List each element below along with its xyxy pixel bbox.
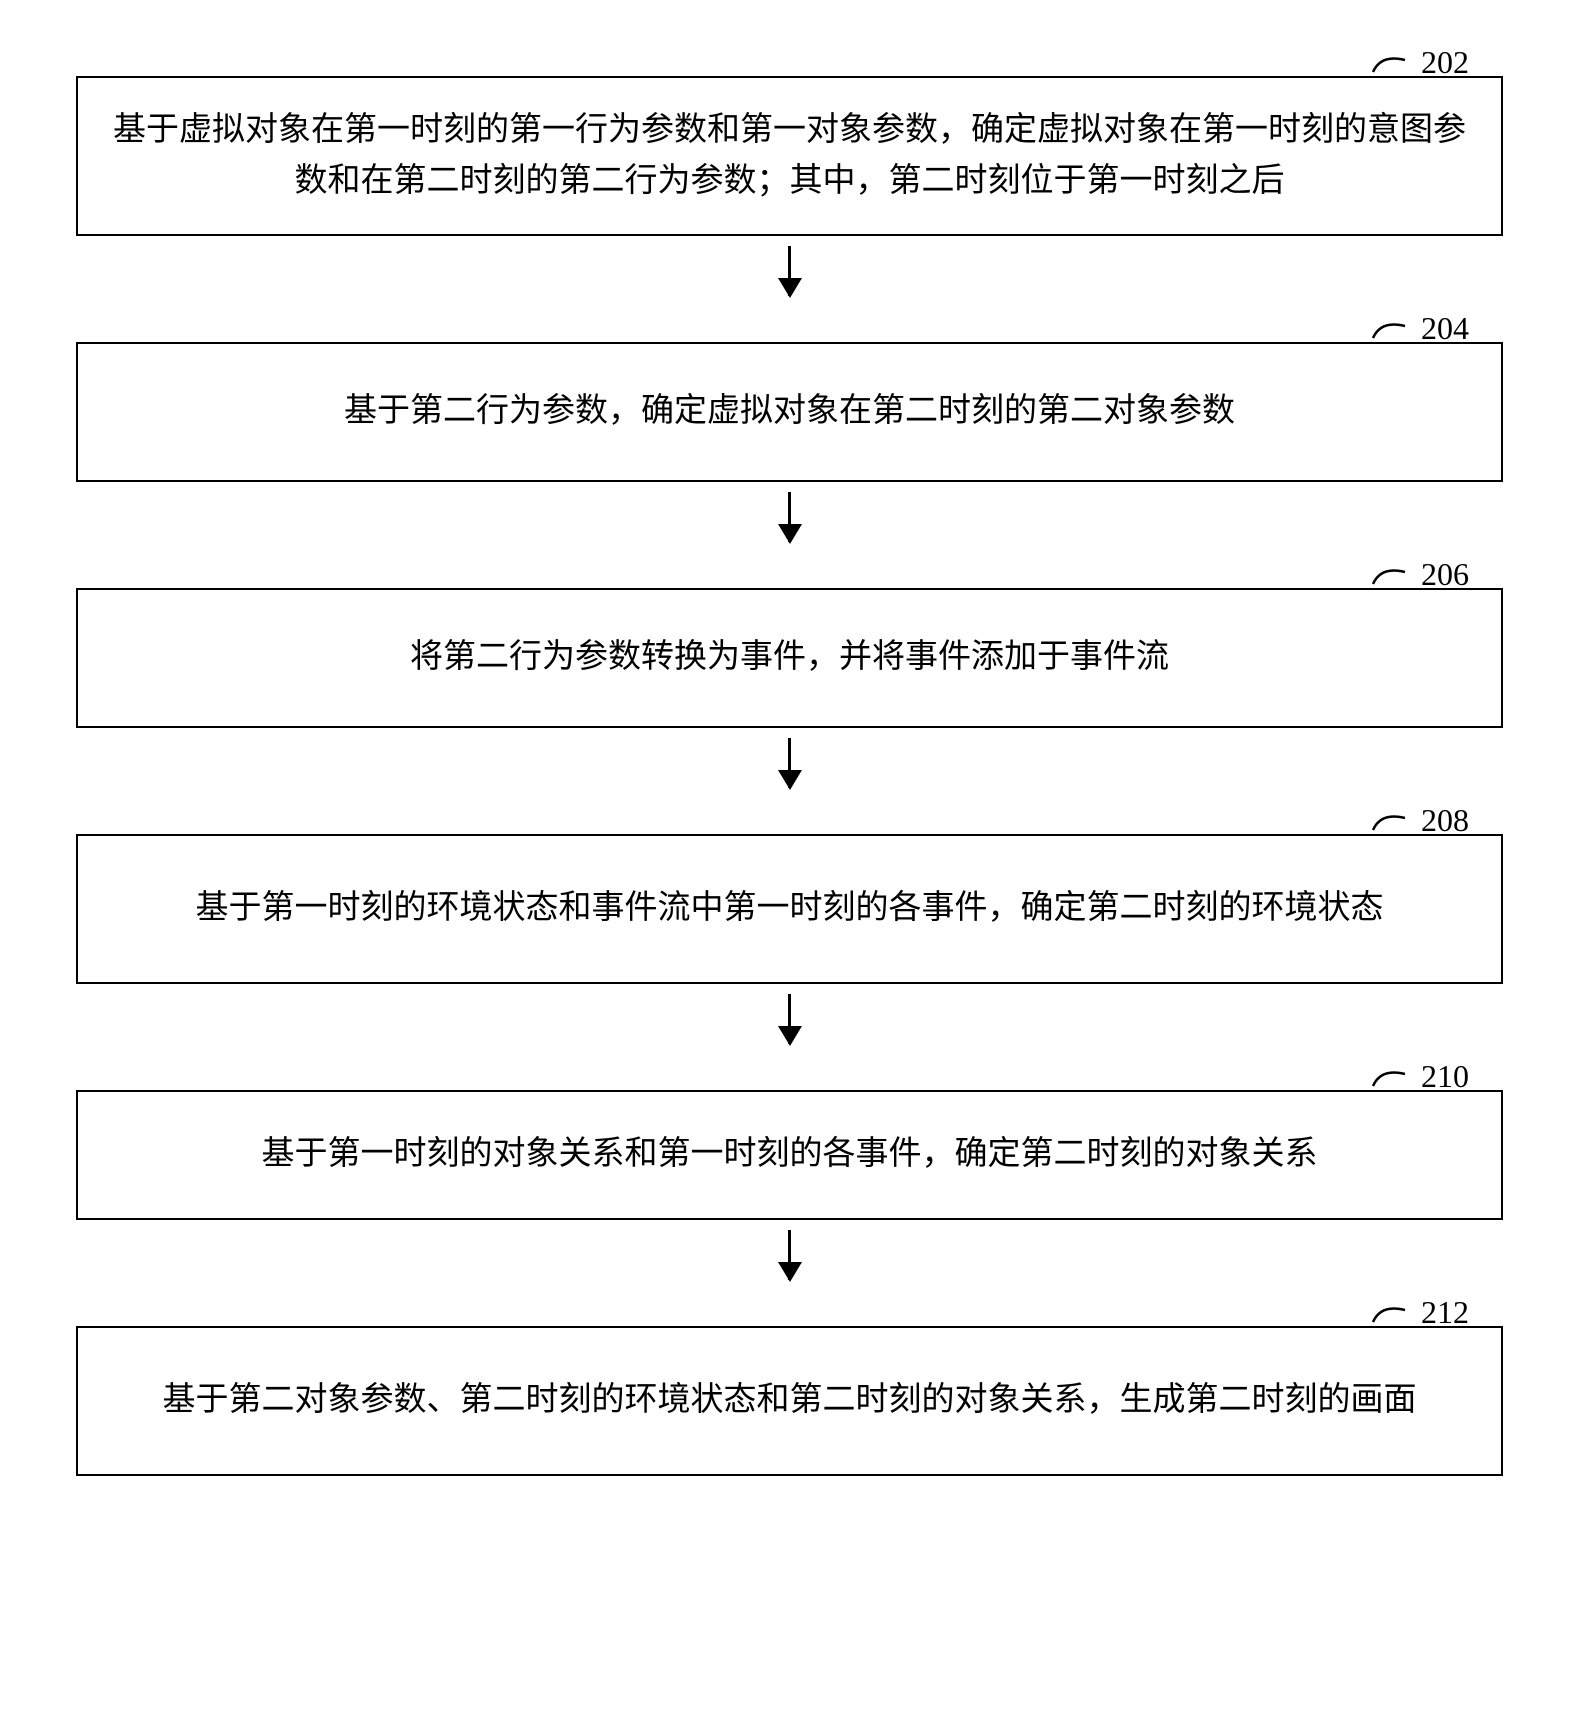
step-text: 基于第二对象参数、第二时刻的环境状态和第二时刻的对象关系，生成第二时刻的画面 bbox=[162, 1375, 1416, 1426]
arrow-connector bbox=[30, 482, 1549, 552]
flow-step-212: 212 基于第二对象参数、第二时刻的环境状态和第二时刻的对象关系，生成第二时刻的… bbox=[30, 1326, 1549, 1476]
step-box: 基于第二行为参数，确定虚拟对象在第二时刻的第二对象参数 bbox=[76, 342, 1504, 482]
step-box: 将第二行为参数转换为事件，并将事件添加于事件流 bbox=[76, 588, 1504, 728]
step-text: 基于第一时刻的环境状态和事件流中第一时刻的各事件，确定第二时刻的环境状态 bbox=[195, 883, 1383, 934]
step-label: 202 bbox=[1421, 44, 1469, 81]
flow-step-204: 204 基于第二行为参数，确定虚拟对象在第二时刻的第二对象参数 bbox=[30, 342, 1549, 482]
flow-step-208: 208 基于第一时刻的环境状态和事件流中第一时刻的各事件，确定第二时刻的环境状态 bbox=[30, 834, 1549, 984]
step-label: 210 bbox=[1421, 1058, 1469, 1095]
step-label: 204 bbox=[1421, 310, 1469, 347]
label-tick-icon bbox=[1369, 1066, 1409, 1090]
step-box: 基于第一时刻的对象关系和第一时刻的各事件，确定第二时刻的对象关系 bbox=[76, 1090, 1504, 1220]
flow-step-206: 206 将第二行为参数转换为事件，并将事件添加于事件流 bbox=[30, 588, 1549, 728]
arrow-connector bbox=[30, 984, 1549, 1054]
step-text: 基于第一时刻的对象关系和第一时刻的各事件，确定第二时刻的对象关系 bbox=[261, 1129, 1317, 1180]
label-tick-icon bbox=[1369, 52, 1409, 76]
label-tick-icon bbox=[1369, 810, 1409, 834]
arrow-connector bbox=[30, 1220, 1549, 1290]
step-text: 将第二行为参数转换为事件，并将事件添加于事件流 bbox=[410, 632, 1169, 683]
down-arrow-icon bbox=[788, 246, 791, 296]
arrow-connector bbox=[30, 728, 1549, 798]
step-label: 206 bbox=[1421, 556, 1469, 593]
label-tick-icon bbox=[1369, 564, 1409, 588]
flow-step-210: 210 基于第一时刻的对象关系和第一时刻的各事件，确定第二时刻的对象关系 bbox=[30, 1090, 1549, 1220]
step-box: 基于虚拟对象在第一时刻的第一行为参数和第一对象参数，确定虚拟对象在第一时刻的意图… bbox=[76, 76, 1504, 236]
flow-step-202: 202 基于虚拟对象在第一时刻的第一行为参数和第一对象参数，确定虚拟对象在第一时… bbox=[30, 76, 1549, 236]
down-arrow-icon bbox=[788, 1230, 791, 1280]
step-label: 212 bbox=[1421, 1294, 1469, 1331]
step-text: 基于虚拟对象在第一时刻的第一行为参数和第一对象参数，确定虚拟对象在第一时刻的意图… bbox=[108, 105, 1472, 207]
down-arrow-icon bbox=[788, 994, 791, 1044]
flowchart-container: 202 基于虚拟对象在第一时刻的第一行为参数和第一对象参数，确定虚拟对象在第一时… bbox=[30, 40, 1549, 1476]
down-arrow-icon bbox=[788, 738, 791, 788]
step-label: 208 bbox=[1421, 802, 1469, 839]
down-arrow-icon bbox=[788, 492, 791, 542]
step-box: 基于第二对象参数、第二时刻的环境状态和第二时刻的对象关系，生成第二时刻的画面 bbox=[76, 1326, 1504, 1476]
label-tick-icon bbox=[1369, 318, 1409, 342]
step-text: 基于第二行为参数，确定虚拟对象在第二时刻的第二对象参数 bbox=[344, 386, 1235, 437]
step-box: 基于第一时刻的环境状态和事件流中第一时刻的各事件，确定第二时刻的环境状态 bbox=[76, 834, 1504, 984]
arrow-connector bbox=[30, 236, 1549, 306]
label-tick-icon bbox=[1369, 1302, 1409, 1326]
